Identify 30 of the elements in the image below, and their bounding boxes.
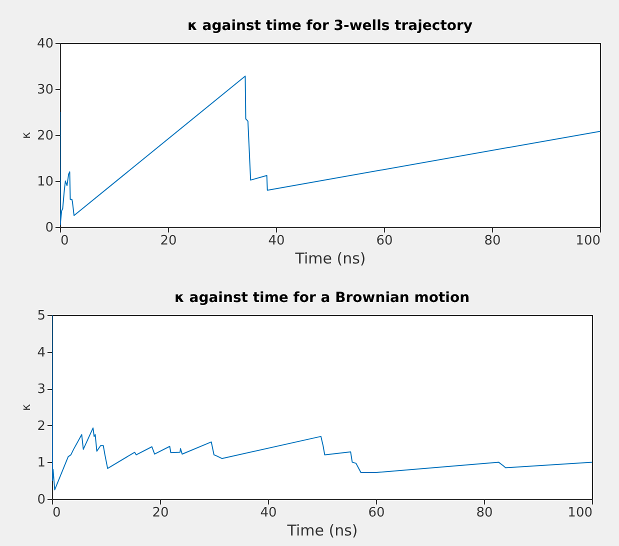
x-tick-label: 20 (160, 234, 177, 248)
x-tick-label: 100 (568, 506, 592, 520)
y-axis-title: κ (19, 404, 34, 412)
y-tick-label: 0 (45, 220, 54, 236)
x-axis-title: Time (ns) (294, 250, 366, 268)
y-tick-label: 4 (37, 345, 46, 360)
y-tick-label: 2 (37, 418, 46, 434)
y-tick-label: 30 (36, 82, 54, 98)
x-tick-label: 20 (152, 506, 169, 520)
x-tick-label: 80 (484, 234, 501, 248)
x-tick-label: 40 (268, 234, 285, 248)
y-tick-label: 10 (36, 174, 54, 190)
y-axis-title: κ (18, 132, 33, 140)
line-series (52, 315, 592, 490)
y-tick-label: 20 (36, 128, 54, 144)
x-tick-label: 100 (576, 234, 600, 248)
line-series (60, 76, 600, 226)
y-tick-label: 5 (37, 308, 46, 324)
chart-title: κ against time for a Brownian motion (174, 290, 470, 306)
chart-title: κ against time for 3-wells trajectory (187, 18, 473, 34)
y-tick-label: 40 (36, 36, 54, 52)
y-tick-label: 1 (37, 456, 46, 471)
x-tick-label: 40 (260, 506, 277, 520)
x-tick-label: 60 (376, 234, 393, 248)
x-axis-title: Time (ns) (286, 522, 358, 540)
x-tick-label: 60 (368, 506, 385, 520)
y-tick-label: 3 (37, 382, 46, 398)
x-tick-label: 0 (60, 234, 69, 248)
x-tick-label: 80 (476, 506, 493, 520)
y-tick-label: 0 (37, 492, 46, 508)
